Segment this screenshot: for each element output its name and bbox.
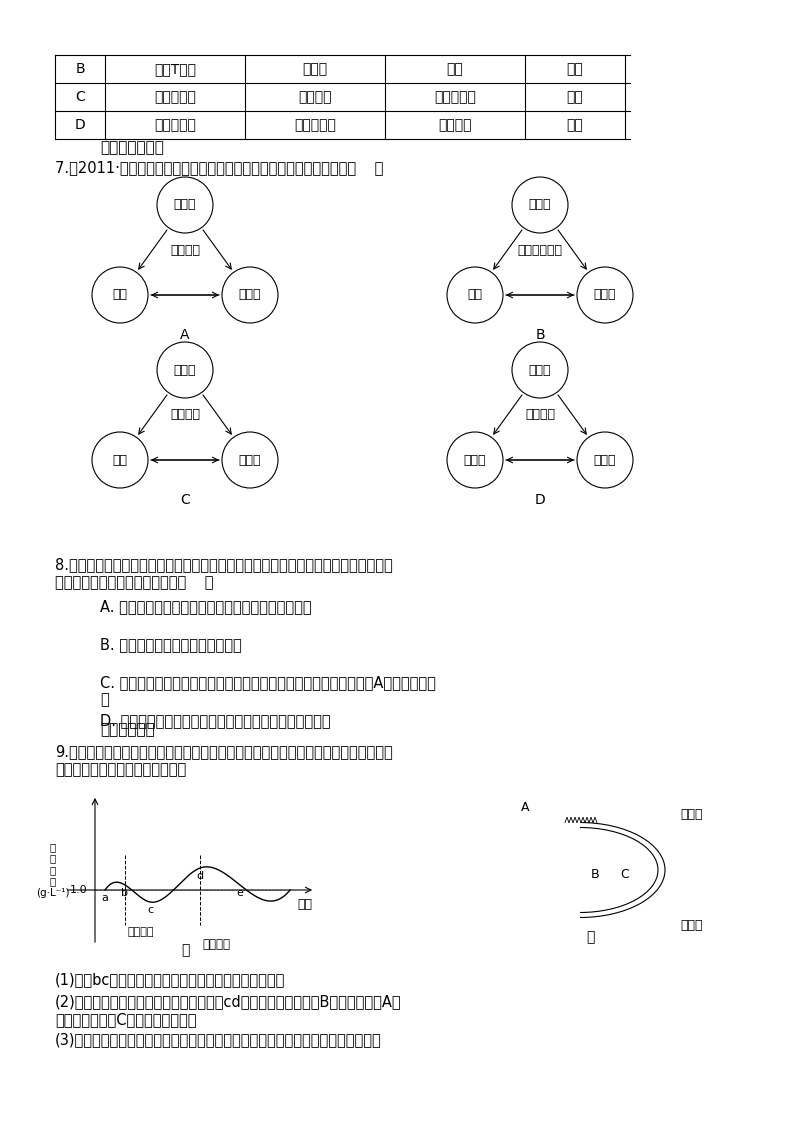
Text: B: B (535, 328, 545, 342)
Text: e: e (237, 887, 243, 898)
Text: a: a (102, 893, 109, 903)
Text: A. 为维持内环境的相对稳定，抗利尿激素分泌量增加: A. 为维持内环境的相对稳定，抗利尿激素分泌量增加 (100, 600, 312, 615)
Text: 物。下列有关的叙述中正确的是（    ）: 物。下列有关的叙述中正确的是（ ） (55, 575, 214, 591)
Text: 7.（2011·广东）小杨同学将部分生物学知识归纳如下，其中正确的是（    ）: 7.（2011·广东）小杨同学将部分生物学知识归纳如下，其中正确的是（ ） (55, 161, 383, 175)
Text: 血浆: 血浆 (113, 289, 127, 301)
Circle shape (447, 267, 503, 323)
Text: 激素分泌调节: 激素分泌调节 (518, 243, 562, 257)
Text: 物质流动: 物质流动 (170, 243, 200, 257)
Text: 组织液: 组织液 (238, 289, 262, 301)
Text: ＿＿＿＿＿＿，C是＿＿＿＿＿＿。: ＿＿＿＿＿＿，C是＿＿＿＿＿＿。 (55, 1012, 197, 1028)
Text: 受体: 受体 (566, 118, 583, 132)
Text: 肝糖原: 肝糖原 (238, 454, 262, 466)
Text: 二、双项选择题: 二、双项选择题 (100, 140, 164, 155)
Text: 受体: 受体 (566, 91, 583, 104)
Text: C: C (180, 494, 190, 507)
Text: 淋巴液: 淋巴液 (174, 198, 196, 212)
Text: C. 为维持血糖平衡，下丘脑通过有关神经作用，促进肾上腺和胰岛素A细胞的分泌活: C. 为维持血糖平衡，下丘脑通过有关神经作用，促进肾上腺和胰岛素A细胞的分泌活 (100, 676, 436, 691)
Text: 动: 动 (100, 693, 109, 708)
Text: 甲: 甲 (181, 943, 189, 957)
Circle shape (157, 342, 213, 398)
Circle shape (512, 342, 568, 398)
Text: 甲状腺细胞: 甲状腺细胞 (154, 91, 196, 104)
Text: 病原体: 病原体 (302, 62, 327, 76)
Text: 细胞内: 细胞内 (680, 919, 702, 932)
Text: B: B (590, 868, 599, 882)
Text: 乙: 乙 (586, 931, 594, 944)
Text: B: B (75, 62, 85, 76)
Text: (2)若图乙所示细胞为肝细胞，参与图甲中cd段血糖浓度的调节，B为肝糖原，则A是: (2)若图乙所示细胞为肝细胞，参与图甲中cd段血糖浓度的调节，B为肝糖原，则A是 (55, 995, 402, 1010)
Circle shape (447, 432, 503, 488)
Text: 肾上腺: 肾上腺 (594, 289, 616, 301)
Circle shape (222, 267, 278, 323)
Text: (3)某种类型糖尿病的病因是机体特异性免疫反应异常，导致体内某种浆细胞产生了: (3)某种类型糖尿病的病因是机体特异性免疫反应异常，导致体内某种浆细胞产生了 (55, 1032, 382, 1047)
Text: 1.0: 1.0 (70, 885, 87, 895)
Text: 葡萄糖: 葡萄糖 (174, 363, 196, 377)
Text: 细胞外: 细胞外 (680, 808, 702, 821)
Circle shape (222, 432, 278, 488)
Text: 神经递质: 神经递质 (438, 118, 472, 132)
Text: 三、非选择题: 三、非选择题 (100, 722, 154, 738)
Text: D: D (74, 118, 86, 132)
Circle shape (577, 432, 633, 488)
Text: 淀粉: 淀粉 (113, 454, 127, 466)
Text: 抗体: 抗体 (446, 62, 463, 76)
Text: A: A (180, 328, 190, 342)
Circle shape (512, 177, 568, 233)
Text: 生产者: 生产者 (464, 454, 486, 466)
Text: 下丘脑: 下丘脑 (529, 198, 551, 212)
Circle shape (92, 267, 148, 323)
Text: 9.（广东汕尾检测）图甲表示某人运动前后血糖浓度的变化，图乙表示信号分子对靶细: 9.（广东汕尾检测）图甲表示某人运动前后血糖浓度的变化，图乙表示信号分子对靶细 (55, 745, 393, 760)
Text: (1)图甲bc段血糖浓度下降的直接原因是＿＿＿＿＿＿。: (1)图甲bc段血糖浓度下降的直接原因是＿＿＿＿＿＿。 (55, 972, 286, 987)
Text: 血
糖
浓
度
(g·L⁻¹): 血 糖 浓 度 (g·L⁻¹) (36, 842, 70, 898)
Text: c: c (147, 904, 153, 915)
Text: 血糖调节: 血糖调节 (170, 409, 200, 421)
Text: 传入神经元: 传入神经元 (294, 118, 336, 132)
Text: D. 该人与恶劣的环境之间没有任何的物质循环和能量流动: D. 该人与恶劣的环境之间没有任何的物质循环和能量流动 (100, 713, 330, 729)
Text: 甲状腺激素: 甲状腺激素 (434, 91, 476, 104)
Circle shape (577, 267, 633, 323)
Text: 效应T细胞: 效应T细胞 (154, 62, 196, 76)
Text: C: C (75, 91, 85, 104)
Text: 开始运动: 开始运动 (127, 927, 154, 937)
Text: B. 由于缺水，引起下丘脑产生渴觉: B. 由于缺水，引起下丘脑产生渴觉 (100, 637, 242, 652)
Text: 垂体细胞: 垂体细胞 (298, 91, 332, 104)
Text: d: d (197, 871, 203, 881)
Text: 运动结束: 运动结束 (202, 938, 230, 952)
Text: D: D (534, 494, 546, 507)
Text: b: b (122, 887, 129, 898)
Circle shape (92, 432, 148, 488)
Text: 分解者: 分解者 (594, 454, 616, 466)
Text: 时间: 时间 (298, 899, 313, 911)
Text: 抗原: 抗原 (566, 62, 583, 76)
Text: 传出神经元: 传出神经元 (154, 118, 196, 132)
Text: 垂体: 垂体 (467, 289, 482, 301)
Circle shape (157, 177, 213, 233)
Text: C: C (621, 868, 630, 882)
Text: 胞作用的过程。请据图分析回答：: 胞作用的过程。请据图分析回答： (55, 763, 186, 778)
Text: 消费者: 消费者 (529, 363, 551, 377)
Text: 能量流动: 能量流动 (525, 409, 555, 421)
Text: 8.（广东惠州调研）在自然灾害发生时，有人不幸被长时间困在恶劣的环境中，缺少食: 8.（广东惠州调研）在自然灾害发生时，有人不幸被长时间困在恶劣的环境中，缺少食 (55, 557, 393, 573)
Text: A: A (521, 801, 530, 814)
